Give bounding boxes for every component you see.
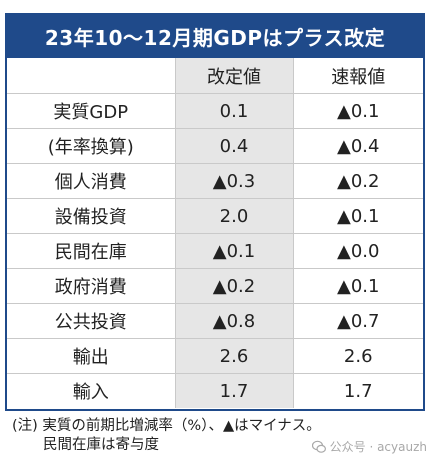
preliminary-value: ▲0.4	[293, 128, 423, 164]
watermark: 公众号 · acyauzh	[311, 438, 427, 455]
preliminary-value: ▲0.0	[293, 233, 423, 269]
revised-value: 1.7	[175, 373, 294, 408]
table-row: 輸入 1.7 1.7	[7, 373, 423, 408]
table-row: 個人消費 ▲0.3 ▲0.2	[7, 163, 423, 199]
row-label: 輸入	[7, 373, 176, 408]
row-label: 政府消費	[7, 268, 176, 304]
revised-value: 2.6	[175, 338, 294, 374]
table-row: 政府消費 ▲0.2 ▲0.1	[7, 268, 423, 304]
revised-value: ▲0.8	[175, 303, 294, 339]
table-row: 実質GDP 0.1 ▲0.1	[7, 93, 423, 129]
revised-value: 0.4	[175, 128, 294, 164]
header-preliminary: 速報値	[331, 66, 386, 88]
row-label: 輸出	[7, 338, 176, 374]
table-row: (年率換算) 0.4 ▲0.4	[7, 128, 423, 164]
preliminary-value: ▲0.2	[293, 163, 423, 199]
preliminary-value: 2.6	[293, 338, 423, 374]
table-title: 23年10～12月期GDPはプラス改定	[7, 15, 423, 58]
table-row: 民間在庫 ▲0.1 ▲0.0	[7, 233, 423, 269]
revised-value: ▲0.1	[175, 233, 294, 269]
revised-value: ▲0.2	[175, 268, 294, 304]
row-label: 設備投資	[7, 198, 176, 234]
row-label: 個人消費	[7, 163, 176, 199]
row-label: 公共投資	[7, 303, 176, 339]
preliminary-value: ▲0.1	[293, 93, 423, 129]
row-label: 民間在庫	[7, 233, 176, 269]
table-row: 輸出 2.6 2.6	[7, 338, 423, 374]
revised-value: 0.1	[175, 93, 294, 129]
preliminary-value: ▲0.1	[293, 268, 423, 304]
gdp-table-panel: 23年10～12月期GDPはプラス改定 改定値 速報値 実質GDP 0.1 ▲0…	[5, 13, 425, 411]
revised-value: ▲0.3	[175, 163, 294, 199]
footnote-line-1: (注) 実質の前期比増減率（%）、▲はマイナス。	[12, 418, 321, 434]
revised-value: 2.0	[175, 198, 294, 234]
gdp-table: 改定値 速報値 実質GDP 0.1 ▲0.1 (年率換算) 0.4 ▲0.4 個…	[7, 58, 423, 408]
row-label: (年率換算)	[7, 128, 176, 164]
watermark-text: 公众号 · acyauzh	[329, 440, 427, 454]
wechat-icon	[311, 440, 326, 453]
footnote: (注) 実質の前期比増減率（%）、▲はマイナス。 民間在庫は寄与度	[12, 417, 432, 455]
preliminary-value: ▲0.1	[293, 198, 423, 234]
header-revised: 改定値	[175, 58, 294, 94]
footnote-line-2: 民間在庫は寄与度	[43, 437, 159, 453]
header-row: 改定値 速報値	[7, 58, 423, 94]
header-blank-cell	[7, 58, 176, 94]
preliminary-value: ▲0.7	[293, 303, 423, 339]
table-row: 設備投資 2.0 ▲0.1	[7, 198, 423, 234]
preliminary-value: 1.7	[293, 373, 423, 408]
table-row: 公共投資 ▲0.8 ▲0.7	[7, 303, 423, 339]
row-label: 実質GDP	[7, 93, 176, 129]
